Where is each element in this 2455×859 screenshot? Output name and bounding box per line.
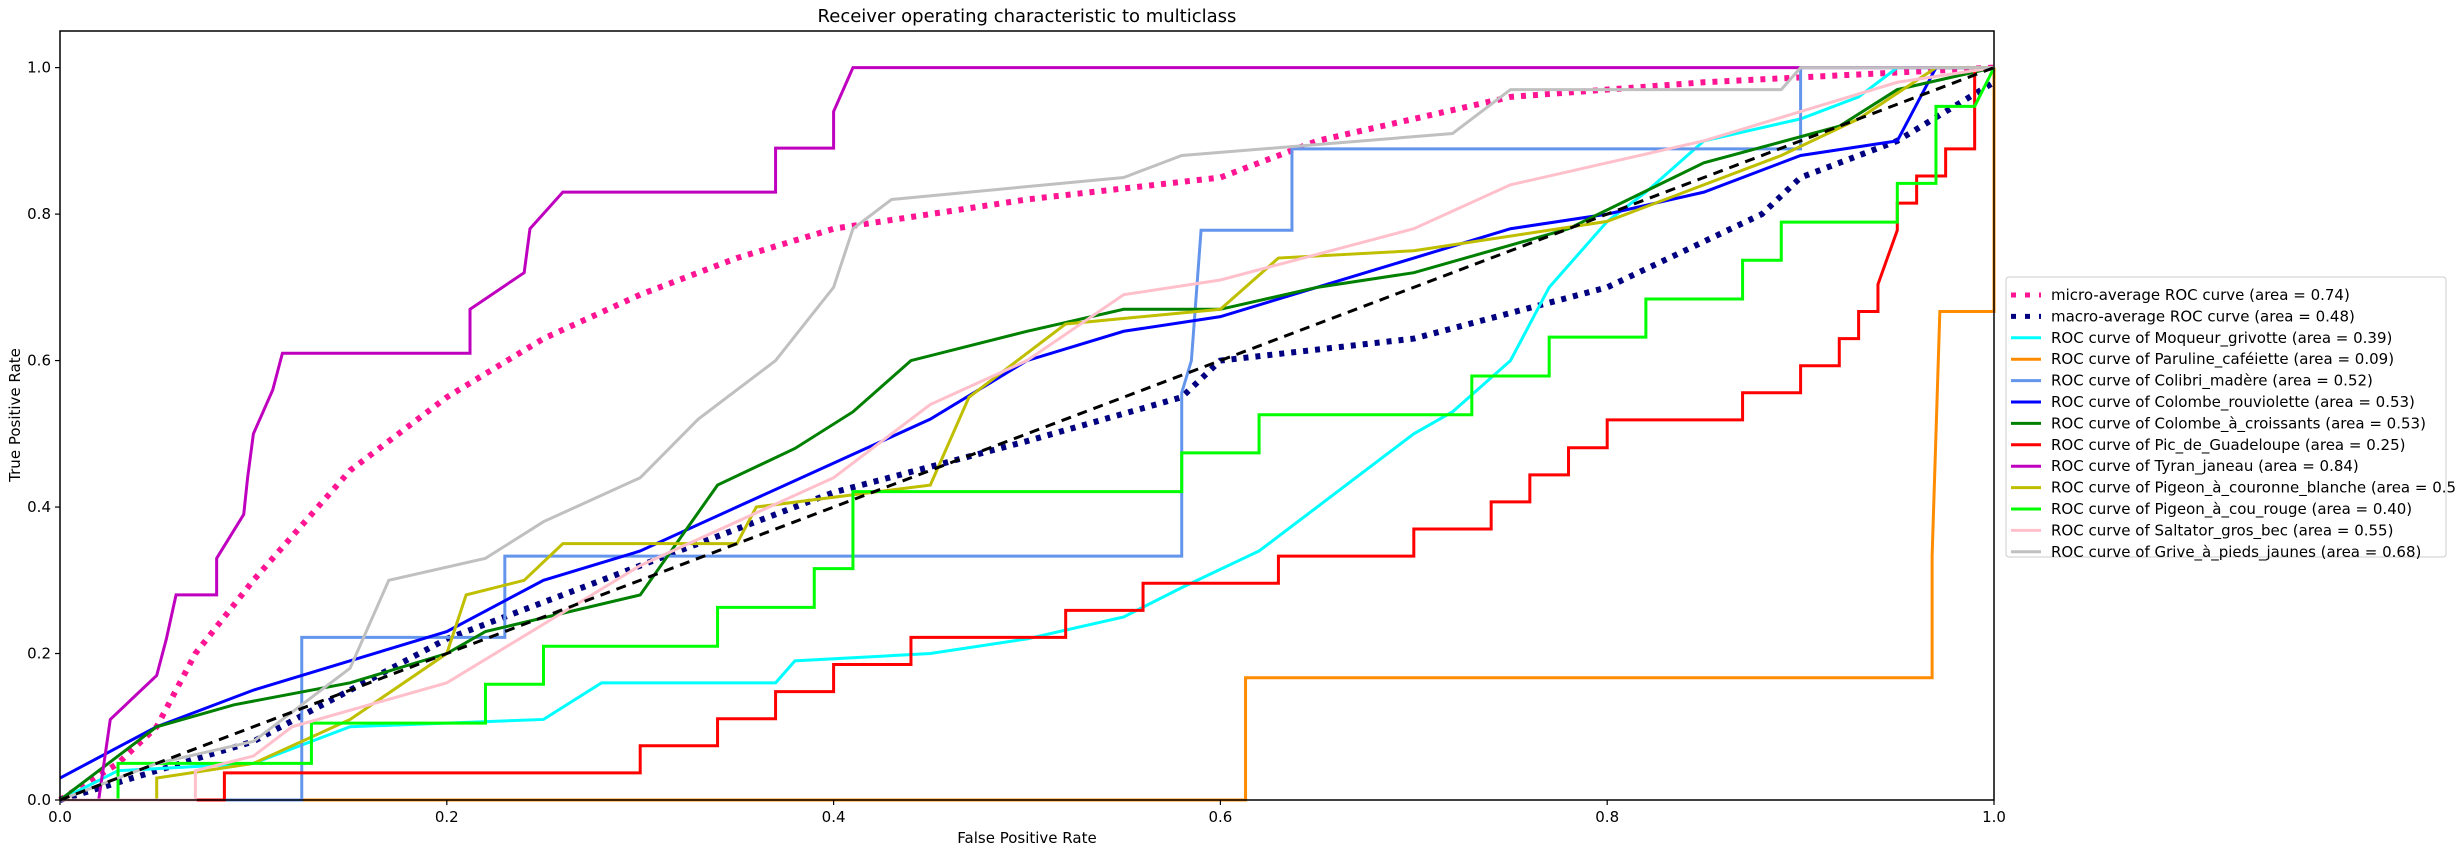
legend-label: ROC curve of Pigeon_à_cou_rouge (area = … — [2051, 500, 2412, 519]
legend-item: ROC curve of Saltator_gros_bec (area = 0… — [2011, 521, 2393, 540]
legend-item: micro-average ROC curve (area = 0.74) — [2011, 286, 2350, 304]
series-line-micro-average-roc-curve — [58, 64, 1995, 803]
y-tick-label: 0.4 — [27, 498, 51, 516]
legend-label: micro-average ROC curve (area = 0.74) — [2051, 286, 2350, 304]
series-line-roc-curve-of-grive-pieds-jaunes — [59, 66, 1994, 802]
y-tick-label: 0.8 — [27, 205, 51, 223]
legend-label: ROC curve of Colombe_à_croissants (area … — [2051, 414, 2426, 433]
series-line-roc-curve-of-pic-de-guadeloupe — [60, 66, 1994, 802]
legend: micro-average ROC curve (area = 0.74) mac… — [2005, 276, 2455, 562]
y-axis-label: True Positive Rate — [6, 348, 24, 483]
x-tick-label: 0.8 — [1595, 808, 1619, 826]
legend-label: macro-average ROC curve (area = 0.48) — [2051, 307, 2355, 325]
x-tick-label: 0.0 — [48, 808, 72, 826]
x-tick-label: 0.2 — [435, 808, 459, 826]
legend-item: ROC curve of Pigeon_à_cou_rouge (area = … — [2011, 500, 2412, 519]
y-tick-label: 0.0 — [27, 791, 51, 809]
x-tick-label: 0.4 — [822, 808, 846, 826]
series-line-roc-curve-of-tyran-janeau — [60, 66, 1994, 802]
series-line-roc-curve-of-paruline-caf-iette — [60, 67, 1996, 802]
series-line-roc-curve-of-colibri-mad-re — [60, 66, 1994, 802]
legend-item: ROC curve of Colombe_à_croissants (area … — [2011, 414, 2426, 433]
y-tick-label: 0.2 — [27, 645, 51, 663]
x-tick-label: 1.0 — [1982, 808, 2006, 826]
legend-item: ROC curve of Colombe_rouviolette (area =… — [2011, 393, 2415, 412]
legend-item: ROC curve of Pic_de_Guadeloupe (area = 0… — [2011, 436, 2405, 455]
chart-title: Receiver operating characteristic to mul… — [818, 6, 1237, 27]
chance-diagonal-line — [59, 66, 1995, 802]
axis-ticks: 0.0 0.2 0.4 0.6 0.8 1.0 0.0 0.2 0.4 0.6 0.8 1.0 — [27, 59, 2006, 826]
legend-label: ROC curve of Moqueur_grivotte (area = 0.… — [2051, 329, 2392, 348]
legend-item: ROC curve of Pigeon_à_couronne_blanche (… — [2011, 479, 2455, 498]
legend-item: macro-average ROC curve (area = 0.48) — [2011, 307, 2355, 325]
legend-label: ROC curve of Pigeon_à_couronne_blanche (… — [2051, 479, 2455, 498]
legend-label: ROC curve of Tyran_janeau (area = 0.84) — [2051, 457, 2359, 476]
legend-item: ROC curve of Paruline_caféiette (area = … — [2011, 350, 2394, 369]
legend-label: ROC curve of Colombe_rouviolette (area =… — [2051, 393, 2415, 412]
legend-item: ROC curve of Tyran_janeau (area = 0.84) — [2011, 457, 2359, 476]
legend-label: ROC curve of Colibri_madère (area = 0.52… — [2051, 372, 2373, 391]
series-line-roc-curve-of-colombe-croissants — [59, 66, 1995, 802]
series-line-roc-curve-of-saltator-gros-bec — [60, 66, 1995, 802]
legend-item: ROC curve of Colibri_madère (area = 0.52… — [2011, 372, 2373, 391]
plot-frame — [59, 30, 1995, 801]
series-line-roc-curve-of-pigeon-cou-rouge — [60, 66, 1996, 802]
legend-label: ROC curve of Grive_à_pieds_jaunes (area … — [2051, 543, 2421, 562]
legend-label: ROC curve of Saltator_gros_bec (area = 0… — [2051, 521, 2393, 540]
y-tick-label: 1.0 — [27, 59, 51, 77]
curves-layer — [58, 64, 1996, 803]
x-tick-label: 0.6 — [1208, 808, 1232, 826]
legend-label: ROC curve of Paruline_caféiette (area = … — [2051, 350, 2394, 369]
series-line-roc-curve-of-pigeon-couronne-blanche — [60, 66, 1994, 802]
y-tick-label: 0.6 — [27, 352, 51, 370]
legend-item: ROC curve of Moqueur_grivotte (area = 0.… — [2011, 329, 2392, 348]
series-line-macro-average-roc-curve — [59, 79, 1996, 803]
x-axis-label: False Positive Rate — [957, 829, 1096, 847]
legend-label: ROC curve of Pic_de_Guadeloupe (area = 0… — [2051, 436, 2405, 455]
legend-frame — [2005, 276, 2447, 558]
legend-item: ROC curve of Grive_à_pieds_jaunes (area … — [2011, 543, 2421, 562]
series-line-roc-curve-of-colombe-rouviolette — [59, 66, 1994, 780]
